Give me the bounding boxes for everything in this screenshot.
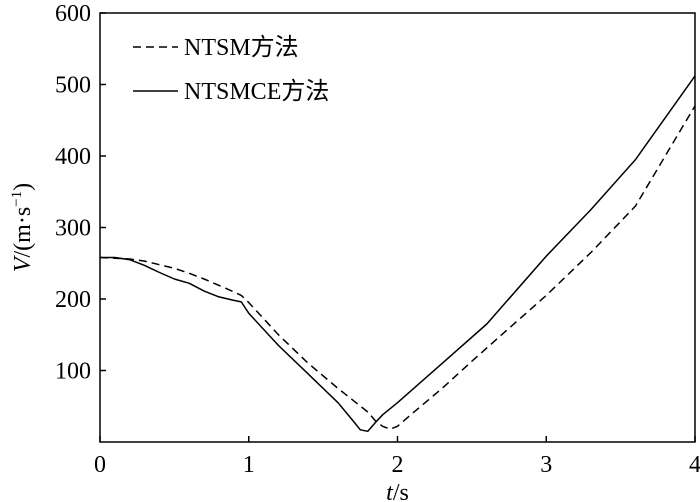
x-tick-label: 0 [94, 452, 106, 478]
y-axis-title-unit: /(m·s [10, 207, 36, 258]
x-axis-title-italic: t [386, 480, 394, 502]
y-tick-label: 400 [55, 144, 91, 170]
x-tick-label: 4 [689, 452, 700, 478]
legend-label-1: NTSMCE方法 [184, 78, 329, 105]
series-line-1 [100, 75, 696, 433]
series-layer [99, 75, 696, 433]
ticks-layer: 0 1 2 3 4 100 200 300 400 500 600 [55, 1, 700, 478]
series-line-0 [99, 105, 696, 430]
x-tick-label: 1 [243, 452, 255, 478]
y-tick-label: 600 [55, 1, 91, 27]
y-axis-title-close: ) [10, 183, 36, 191]
legend-label-0: NTSM方法 [184, 34, 299, 61]
y-tick-label: 200 [55, 287, 91, 313]
x-axis-title-unit: /s [393, 480, 409, 502]
y-axis-title-italic: V [10, 255, 36, 272]
y-axis-title-superscript: −1 [9, 191, 25, 207]
y-axis-title: V/(m·s−1) [9, 183, 36, 272]
x-axis-title: t/s [386, 480, 409, 502]
y-tick-label: 500 [55, 73, 91, 99]
y-tick-label: 300 [55, 216, 91, 242]
x-tick-label: 3 [540, 452, 552, 478]
y-tick-label: 100 [55, 359, 91, 385]
legend: NTSM方法 NTSMCE方法 [133, 34, 329, 105]
x-tick-label: 2 [392, 452, 404, 478]
